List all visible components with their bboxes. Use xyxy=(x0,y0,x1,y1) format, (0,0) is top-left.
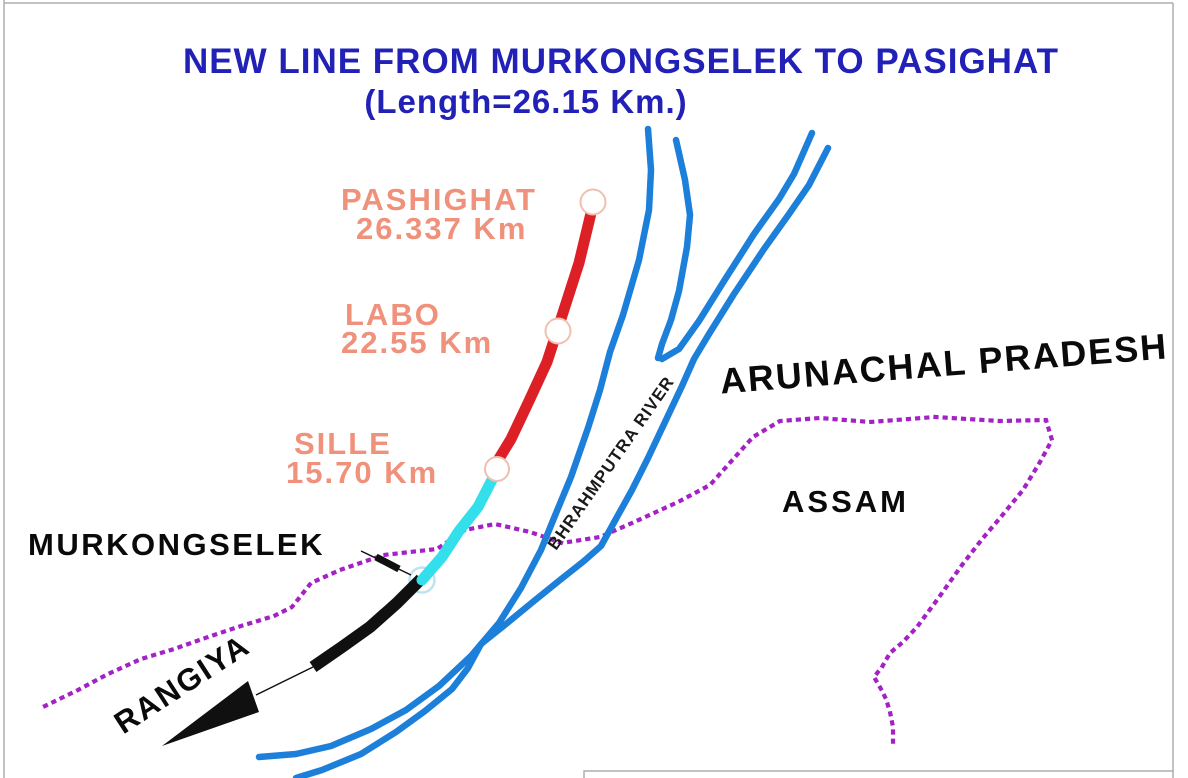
state-boundary-dotted-line xyxy=(42,414,1055,751)
sille-station-circle xyxy=(484,456,510,482)
map-title: NEW LINE FROM MURKONGSELEK TO PASIGHAT xyxy=(182,42,1060,81)
bottom-box-top-edge xyxy=(583,770,1173,778)
station-km-pashighat: 26.337 Km xyxy=(356,211,528,246)
rangiya-direction-leader-line xyxy=(255,666,314,696)
river-west-bank xyxy=(255,125,655,761)
map-title-length: (Length=26.15 Km.) xyxy=(364,83,688,120)
river-confluence-bank xyxy=(654,136,694,362)
rangiya-direction-arrowhead xyxy=(162,681,259,746)
labo-station-circle xyxy=(544,317,572,345)
new-line-red-segment xyxy=(491,203,598,468)
existing-line-to-rangiya xyxy=(309,574,426,672)
river-tributary-northwest-bank xyxy=(658,129,816,363)
river-east-bank xyxy=(292,144,832,778)
station-label-murkongselek: MURKONGSELEK xyxy=(28,527,325,562)
new-line-cyan-segment xyxy=(416,468,501,586)
region-label-assam: ASSAM xyxy=(782,484,909,519)
station-label-pashighat: PASHIGHAT xyxy=(341,182,537,217)
station-km-sille: 15.70 Km xyxy=(286,455,439,490)
station-label-sille: SILLE xyxy=(294,426,392,461)
station-label-labo: LABO xyxy=(345,297,441,332)
station-km-labo: 22.55 Km xyxy=(341,325,494,360)
murkongselek-leader-tick xyxy=(374,553,401,573)
pashighat-station-circle xyxy=(579,188,607,216)
